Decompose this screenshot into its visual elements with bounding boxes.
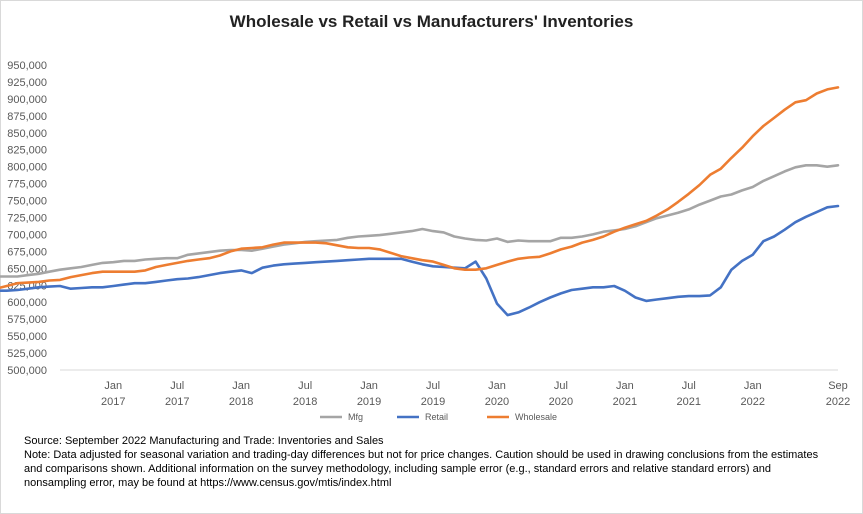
x-tick-month: Jan	[744, 380, 762, 392]
x-tick-year: 2022	[740, 396, 764, 408]
x-tick-month: Jul	[298, 380, 312, 392]
y-tick-label: 825,000	[7, 145, 47, 157]
x-tick-month: Jan	[360, 380, 378, 392]
y-tick-label: 575,000	[7, 314, 47, 326]
y-tick-label: 875,000	[7, 111, 47, 123]
methodology-note-line-3: nonsampling error, may be found at https…	[24, 477, 392, 489]
x-tick-month: Jan	[488, 380, 506, 392]
x-tick-year: 2018	[229, 396, 253, 408]
y-tick-label: 925,000	[7, 77, 47, 89]
x-tick-year: 2017	[101, 396, 125, 408]
x-tick-year: 2021	[677, 396, 701, 408]
y-tick-label: 725,000	[7, 213, 47, 225]
y-tick-label: 850,000	[7, 128, 47, 140]
methodology-note-line-1: Note: Data adjusted for seasonal variati…	[24, 449, 819, 461]
y-tick-label: 675,000	[7, 246, 47, 258]
y-tick-label: 650,000	[7, 263, 47, 275]
series-line-wholesale	[0, 86, 840, 290]
y-tick-label: 800,000	[7, 162, 47, 174]
y-tick-label: 750,000	[7, 196, 47, 208]
x-tick-month: Jan	[104, 380, 122, 392]
y-tick-label: 600,000	[7, 297, 47, 309]
legend-label-mfg: Mfg	[348, 412, 363, 422]
x-tick-month: Sep	[828, 380, 848, 392]
x-tick-month: Jan	[232, 380, 250, 392]
x-tick-month: Jul	[170, 380, 184, 392]
y-tick-label: 550,000	[7, 331, 47, 343]
legend-label-retail: Retail	[425, 412, 448, 422]
y-tick-label: 500,000	[7, 365, 47, 377]
line-chart: 500,000525,000550,000575,000600,000625,0…	[0, 60, 850, 422]
x-tick-month: Jul	[426, 380, 440, 392]
x-tick-month: Jan	[616, 380, 634, 392]
methodology-note-line-2: and comparisons shown. Additional inform…	[24, 463, 771, 475]
x-tick-year: 2020	[549, 396, 573, 408]
x-tick-year: 2017	[165, 396, 189, 408]
x-tick-year: 2019	[357, 396, 381, 408]
y-tick-label: 700,000	[7, 229, 47, 241]
y-tick-label: 900,000	[7, 94, 47, 106]
y-tick-label: 525,000	[7, 348, 47, 360]
x-tick-year: 2020	[485, 396, 509, 408]
chart-title: Wholesale vs Retail vs Manufacturers' In…	[229, 12, 634, 31]
y-tick-label: 950,000	[7, 60, 47, 72]
x-tick-month: Jul	[554, 380, 568, 392]
source-note: Source: September 2022 Manufacturing and…	[24, 435, 384, 447]
y-tick-label: 775,000	[7, 179, 47, 191]
x-tick-year: 2021	[613, 396, 637, 408]
x-tick-year: 2019	[421, 396, 445, 408]
chart-notes: Source: September 2022 Manufacturing and…	[24, 434, 844, 490]
x-tick-month: Jul	[682, 380, 696, 392]
x-tick-year: 2018	[293, 396, 317, 408]
series-line-retail	[0, 204, 840, 317]
series-line-mfg	[0, 164, 840, 278]
legend-label-wholesale: Wholesale	[515, 412, 557, 422]
x-tick-year: 2022	[826, 396, 850, 408]
